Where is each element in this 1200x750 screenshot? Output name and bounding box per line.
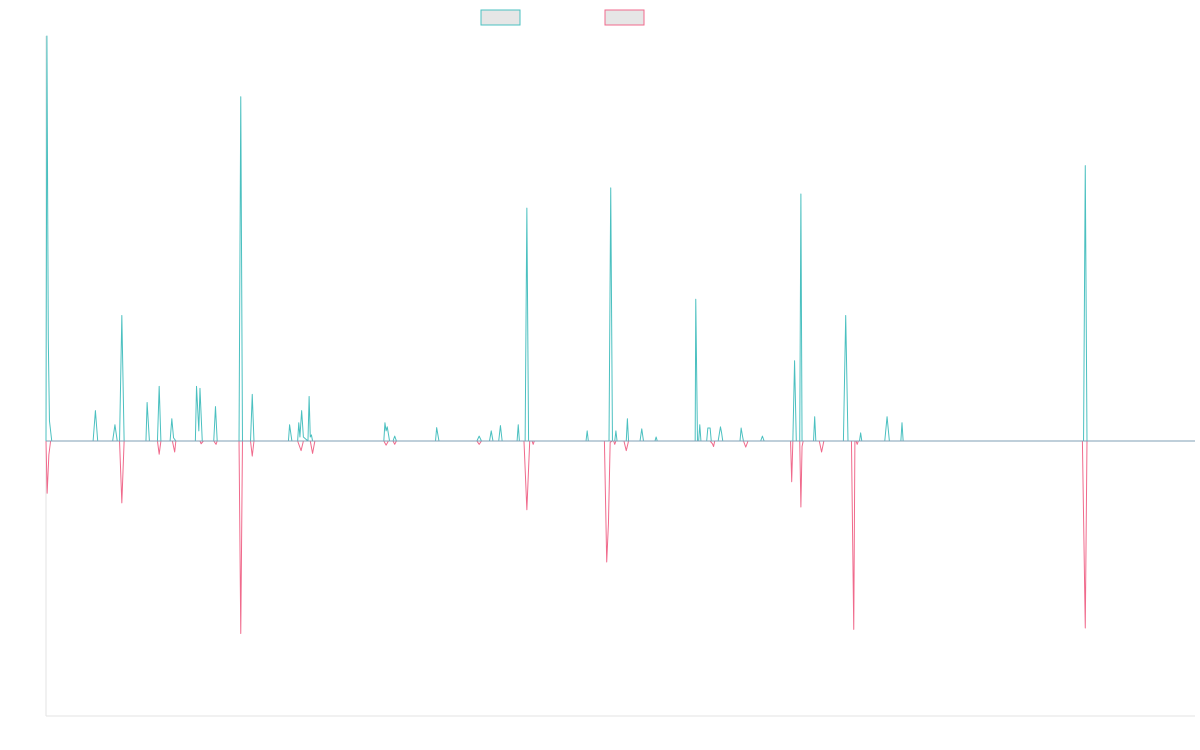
series-line-1 xyxy=(45,35,1195,442)
plot-area xyxy=(45,35,1195,717)
legend-swatch-series-2[interactable] xyxy=(604,9,645,26)
series-layer xyxy=(45,35,1195,634)
series-line-2 xyxy=(45,440,1195,634)
legend-swatch-series-1[interactable] xyxy=(480,9,521,26)
legend xyxy=(480,9,645,26)
